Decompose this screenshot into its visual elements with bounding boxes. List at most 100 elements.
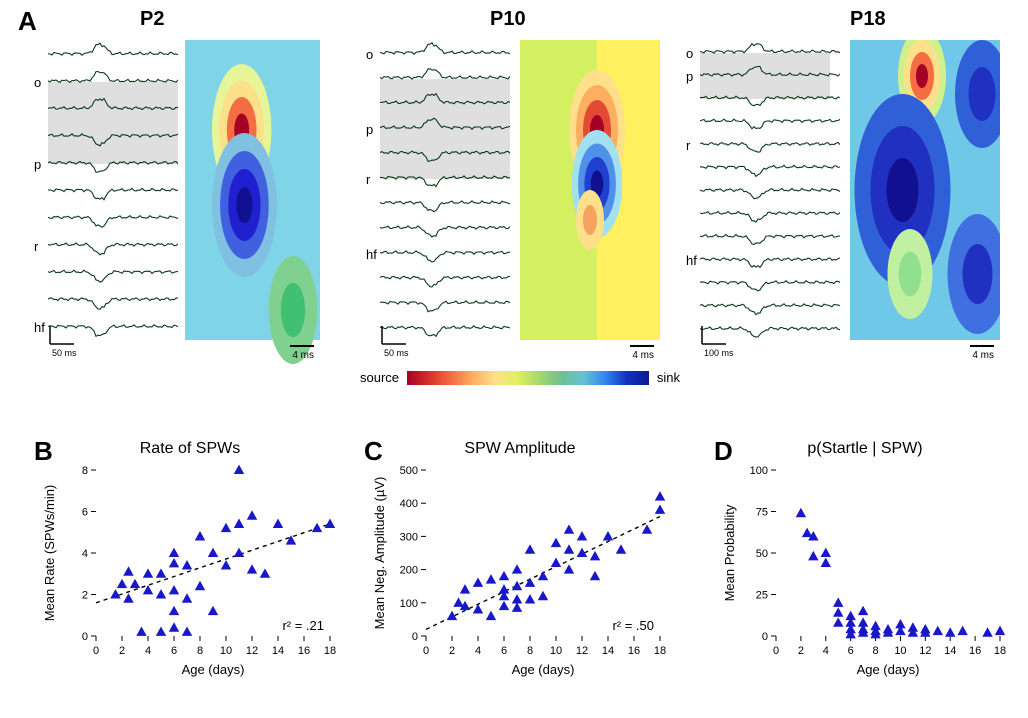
scatter-panel: CSPW Amplitude02468101214161801002003004… [370,440,670,700]
svg-text:4 ms: 4 ms [972,350,994,361]
regression-line [96,524,330,603]
lfp-trace [700,188,840,198]
data-point [616,544,626,553]
scatter-title: SPW Amplitude [370,440,670,458]
svg-text:6: 6 [848,645,854,657]
data-point [473,577,483,586]
svg-text:16: 16 [628,645,640,657]
data-point [169,548,179,557]
svg-text:25: 25 [756,590,768,602]
data-point [234,465,244,474]
svg-text:14: 14 [944,645,956,657]
data-point [499,584,509,593]
data-point [538,571,548,580]
svg-text:100: 100 [400,598,418,610]
data-point [590,551,600,560]
svg-text:Age (days): Age (days) [857,662,920,677]
svg-text:300: 300 [400,531,418,543]
data-point [551,558,561,567]
layer-label: r [34,239,38,254]
gradient-left-label: source [360,370,399,385]
svg-text:4: 4 [823,645,829,657]
data-point [169,558,179,567]
lfp-trace [700,235,840,245]
lfp-trace [700,165,840,176]
svg-text:8: 8 [527,645,533,657]
layer-label: o [34,75,41,90]
data-point [136,626,146,635]
data-point [221,560,231,569]
panel-a-column: 500 µV100 msoprhf4 ms [700,40,1000,360]
csd-heatmap: 4 ms [850,40,1000,364]
data-point [895,619,905,628]
svg-text:0: 0 [773,645,779,657]
svg-text:8: 8 [197,645,203,657]
svg-text:50 ms: 50 ms [384,348,409,358]
data-point [486,574,496,583]
svg-text:Mean Neg. Amplitude (µV): Mean Neg. Amplitude (µV) [372,477,387,630]
svg-text:8: 8 [82,465,88,477]
layer-label: hf [686,253,697,268]
svg-text:0: 0 [423,645,429,657]
gradient-bar [407,371,649,385]
svg-text:10: 10 [220,645,232,657]
data-point [525,544,535,553]
scatter-title: Rate of SPWs [40,440,340,458]
traces-svg: 200 µV50 ms [380,40,510,370]
svg-text:75: 75 [756,507,768,519]
lfp-trace [700,66,840,76]
data-point [169,622,179,631]
column-title: P10 [490,8,526,31]
column-title: P18 [850,8,886,31]
data-point [221,523,231,532]
svg-text:16: 16 [969,645,981,657]
scatter-panel: BRate of SPWs02468101214161802468Age (da… [40,440,340,700]
data-point [655,504,665,513]
data-point [590,571,600,580]
svg-text:8: 8 [872,645,878,657]
data-point [564,564,574,573]
data-point [858,606,868,615]
data-point [460,584,470,593]
lfp-trace [700,281,840,291]
svg-text:10: 10 [894,645,906,657]
svg-text:0: 0 [93,645,99,657]
data-point [273,519,283,528]
layer-label: o [686,46,693,61]
scatter-svg: 02468101214161802468Age (days)Mean Rate … [40,460,340,680]
layer-label: r [366,172,370,187]
lfp-trace [380,251,510,262]
svg-text:Age (days): Age (days) [182,662,245,677]
data-point [908,622,918,631]
traces-svg: 300 µV50 ms [48,40,178,370]
svg-text:Age (days): Age (days) [512,662,575,677]
lfp-trace [48,188,178,199]
lfp-trace [380,201,510,212]
data-point [182,626,192,635]
csd-gradient: source sink [360,370,680,385]
svg-text:2: 2 [119,645,125,657]
svg-text:400: 400 [400,498,418,510]
lfp-trace [380,118,510,129]
data-point [195,581,205,590]
scatter-panel: Dp(Startle | SPW)02468101214161802550751… [720,440,1010,700]
svg-text:6: 6 [501,645,507,657]
layer-label: hf [34,320,45,335]
data-point [156,568,166,577]
scatter-svg: 0246810121416180255075100Age (days)Mean … [720,460,1010,680]
data-point [156,626,166,635]
svg-text:50: 50 [756,548,768,560]
data-point [499,601,509,610]
lfp-trace [380,276,510,287]
data-point [833,617,843,626]
data-point [169,606,179,615]
data-point [833,607,843,616]
svg-text:6: 6 [171,645,177,657]
svg-text:200: 200 [400,565,418,577]
data-point [564,524,574,533]
lfp-trace [48,298,178,310]
lfp-trace [380,151,510,161]
svg-text:2: 2 [82,590,88,602]
lfp-trace [700,212,840,223]
data-point [642,524,652,533]
